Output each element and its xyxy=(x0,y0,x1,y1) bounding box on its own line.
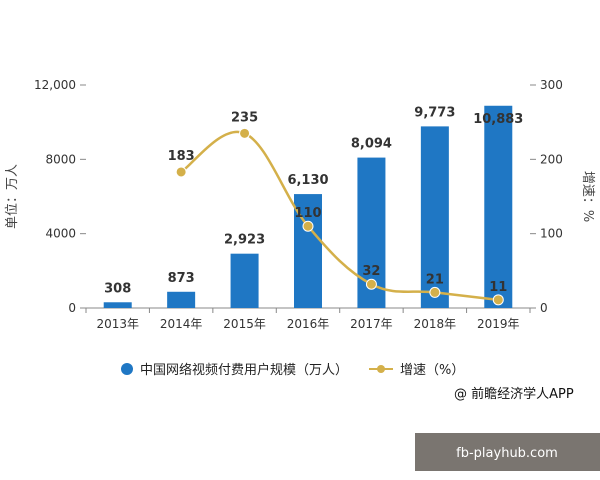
line-point xyxy=(429,286,441,298)
x-tick-label: 2016年 xyxy=(287,317,330,331)
x-tick-label: 2015年 xyxy=(223,317,266,331)
legend-line-label: 增速（%） xyxy=(400,363,464,378)
bar-value-label: 873 xyxy=(168,271,195,286)
source-credit: @ 前瞻经济学人APP xyxy=(454,386,574,402)
bar-value-label: 6,130 xyxy=(287,173,328,188)
growth-line xyxy=(180,130,499,302)
bar xyxy=(484,105,513,308)
y2-tick-label: 0 xyxy=(540,301,548,315)
y-axis-title: 单位：万人 xyxy=(5,164,20,229)
y-tick-label: 8000 xyxy=(45,152,76,166)
watermark-box xyxy=(415,433,600,471)
y2-tick-label: 100 xyxy=(540,227,563,241)
x-tick-label: 2017年 xyxy=(350,317,393,331)
bar xyxy=(103,302,132,308)
watermark: fb-playhub.com xyxy=(415,433,600,471)
line-value-label: 235 xyxy=(231,110,258,125)
line-value-label: 21 xyxy=(426,272,444,287)
bar-value-label: 8,094 xyxy=(351,137,392,152)
y2-tick-label: 300 xyxy=(540,78,563,92)
y2-tick-label: 200 xyxy=(540,152,563,166)
bar-value-label: 308 xyxy=(104,281,131,296)
legend: 中国网络视频付费用户规模（万人） 增速（%） xyxy=(121,362,464,378)
bar xyxy=(230,253,259,308)
legend-bar-label: 中国网络视频付费用户规模（万人） xyxy=(140,362,348,378)
line-value-label: 32 xyxy=(362,264,380,279)
line-point xyxy=(492,294,504,306)
legend-bar-marker xyxy=(121,363,133,375)
line-value-label: 183 xyxy=(168,149,195,164)
bar-value-label: 2,923 xyxy=(224,233,265,248)
bar xyxy=(420,126,449,308)
bar-value-label: 9,773 xyxy=(414,105,455,120)
bar xyxy=(167,291,196,308)
legend-line-marker xyxy=(377,365,385,373)
watermark-text: fb-playhub.com xyxy=(456,446,558,461)
y-tick-label: 12,000 xyxy=(34,78,76,92)
line-value-label: 11 xyxy=(489,280,507,295)
x-tick-label: 2014年 xyxy=(160,317,203,331)
line-point xyxy=(239,127,251,139)
bar-value-label: 10,883 xyxy=(473,112,523,127)
x-tick-label: 2018年 xyxy=(414,317,457,331)
line-point xyxy=(365,278,377,290)
line-series xyxy=(175,127,504,306)
x-tick-label: 2013年 xyxy=(96,317,139,331)
line-value-label: 110 xyxy=(294,206,321,221)
line-point xyxy=(175,166,187,178)
y-tick-label: 0 xyxy=(68,301,76,315)
y-tick-label: 4000 xyxy=(45,227,76,241)
x-tick-label: 2019年 xyxy=(477,317,520,331)
chart-axes: 0 4000 8000 12,000 0 100 200 300 2013年 2014年 2015年… xyxy=(5,78,595,331)
line-point xyxy=(302,220,314,232)
data-labels: 308 873 2,923 6,130 8,094 9,773 10,883 183 235 11… xyxy=(104,105,523,296)
bar-series xyxy=(103,105,513,308)
y2-axis-title: 增速：% xyxy=(580,171,595,222)
